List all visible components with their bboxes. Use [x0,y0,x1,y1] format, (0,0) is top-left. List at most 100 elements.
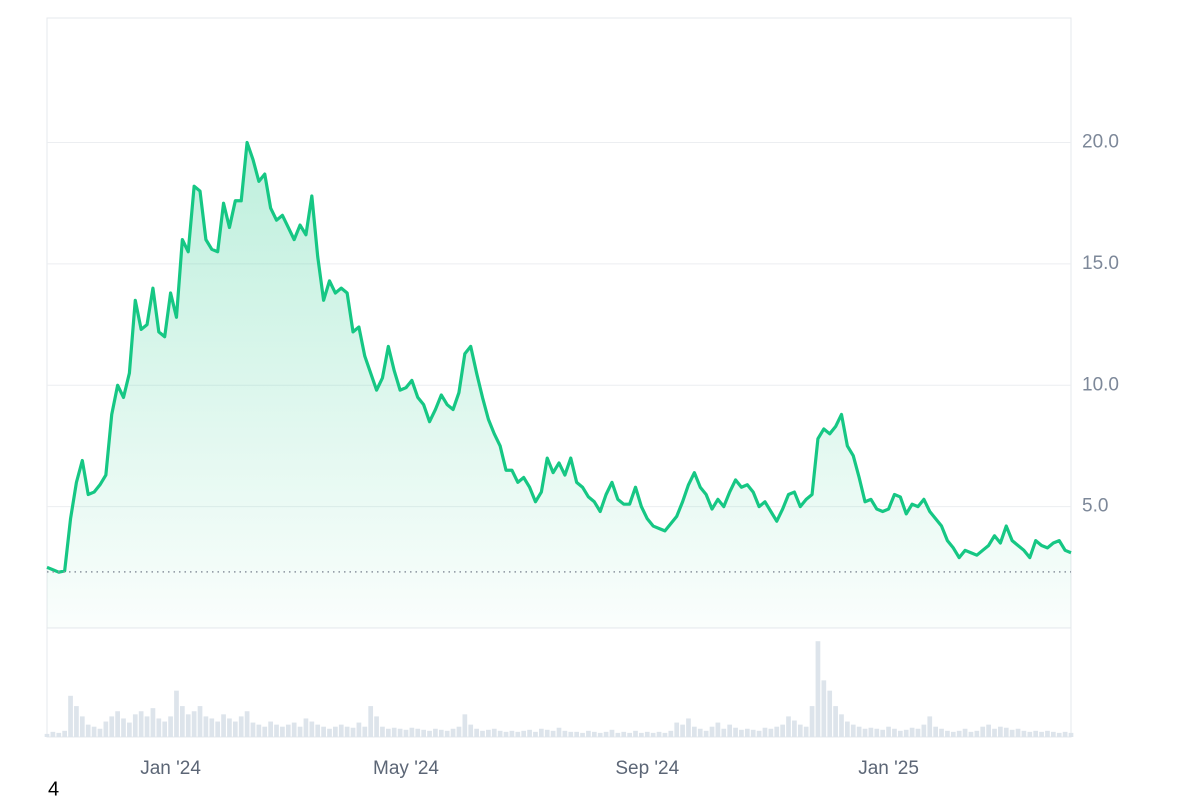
volume-bar [950,731,956,737]
volume-bar [874,728,880,737]
volume-bar [1062,731,1068,737]
volume-bar [374,716,379,737]
volume-bar [433,728,438,737]
volume-bar [362,726,368,737]
volume-bar [650,732,656,737]
volume-bar [762,727,768,737]
volume-bar [980,726,986,737]
x-tick-label: May '24 [373,758,439,779]
volume-bar [109,716,115,737]
volume-bar [733,727,738,737]
volume-bar [974,730,980,737]
volume-bar [927,716,933,737]
volume-bar [509,730,515,737]
volume-bar [468,724,474,737]
volume-bar [756,730,762,737]
volume-bar [368,706,374,737]
volume-bar [992,728,997,737]
volume-bar [1068,732,1074,737]
volume-bar [586,730,591,737]
volume-bar [1039,731,1044,737]
volume-bar [409,727,415,737]
volume-bar [444,730,450,737]
volume-bar [621,731,627,737]
volume-bar [792,720,797,737]
volume-bar [515,731,521,737]
volume-bar [74,706,79,737]
volume-bar [662,732,668,737]
volume-bar [680,724,685,737]
volume-bar [656,731,662,737]
volume-bar [533,731,538,737]
volume-bar [274,724,279,737]
volume-bar [244,711,250,737]
volume-bar [562,730,568,737]
volume-bar [1021,730,1027,737]
volume-bar [121,718,126,737]
volume-bar [797,724,803,737]
volume-bar [62,730,68,737]
volume-bar [1045,730,1050,737]
volume-bar [321,726,326,737]
volume-bar [674,722,680,737]
volume-bar [703,730,709,737]
volume-bar [315,724,321,737]
volume-bar [491,728,497,737]
volume-bar [227,718,232,737]
volume-bar [998,726,1003,737]
volume-bar [868,727,874,737]
volume-bar [356,722,362,737]
volume-bar [280,726,285,737]
volume-bar [303,718,309,737]
volume-bar [191,711,197,737]
volume-bar [256,724,262,737]
x-tick-label: Jan '25 [858,758,919,779]
volume-bar [1009,729,1015,737]
volume-bar [115,711,120,737]
volume-bar [692,726,697,737]
volume-bar [786,716,791,737]
volume-bar [939,728,944,737]
volume-bar [168,716,173,737]
volume-bar [597,732,603,737]
volume-bar [268,721,273,737]
volume-bar [180,706,185,737]
volume-bar [150,708,156,737]
volume-bar [880,729,886,737]
volume-bar [903,729,909,737]
volume-bar [833,706,838,737]
volume-bar [574,731,580,737]
volume-bar [174,690,179,737]
volume-bar [962,728,968,737]
volume-bar [603,731,609,737]
volume-bar [1056,732,1062,737]
volume-bar [709,726,715,737]
footer-text: 4 [48,778,59,800]
x-tick-label: Jan '24 [140,758,201,779]
volume-bar [132,714,138,737]
volume-bar [297,726,303,737]
volume-bar [1027,731,1033,737]
volume-bar [556,727,562,737]
volume-bar [591,731,597,737]
volume-bar [462,714,468,737]
volume-bar [550,730,556,737]
volume-bar [1015,728,1021,737]
volume-bar [486,729,491,737]
volume-bar [568,731,574,737]
volume-bar [333,726,338,737]
x-tick-label: Sep '24 [615,758,679,779]
volume-bar [56,732,62,737]
volume-bar [238,716,244,737]
volume-bar [945,730,950,737]
volume-bar [450,728,456,737]
volume-bar [615,732,621,737]
volume-bar [156,718,162,737]
volume-bar [921,724,927,737]
volume-bar [1050,731,1056,737]
volume-bar [839,714,844,737]
y-tick-label: 15.0 [1082,253,1119,274]
volume-bar [803,726,809,737]
volume-bar [715,722,721,737]
volume-bar [915,728,921,737]
